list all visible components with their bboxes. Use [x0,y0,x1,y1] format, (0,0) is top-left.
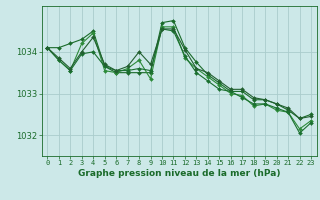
X-axis label: Graphe pression niveau de la mer (hPa): Graphe pression niveau de la mer (hPa) [78,169,280,178]
